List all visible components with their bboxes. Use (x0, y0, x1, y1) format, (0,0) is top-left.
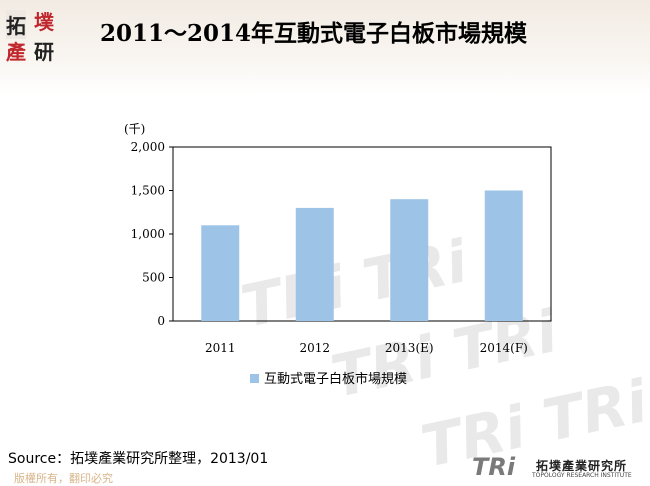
y-ticks: 0 500 1,000 1,500 2,000 (131, 140, 173, 328)
x-tick-label: 2011 (205, 341, 236, 355)
footer-logo-mark: TRi (472, 453, 516, 481)
footer-logo-english: TOPOLOGY RESEARCH INSTITUTE (532, 472, 632, 479)
y-tick-label: 1,000 (131, 227, 165, 241)
footer-logo-name: 拓墣產業研究所 (536, 459, 628, 473)
logo-char: 產 (6, 40, 26, 64)
bar-2014(F) (484, 190, 523, 321)
unit-label: (千) (124, 122, 145, 136)
x-tick-label: 2013(E) (385, 341, 434, 355)
legend-label: 互動式電子白板市場規模 (264, 371, 407, 387)
logo-char: 拓 (6, 10, 26, 39)
y-tick-label: 0 (157, 314, 165, 328)
y-tick-label: 2,000 (131, 140, 165, 154)
logo-char: 研 (34, 40, 54, 64)
x-tick-label: 2014(F) (480, 341, 528, 355)
bars (201, 190, 523, 321)
tri-logo: 拓 墣 產 研 (4, 4, 66, 64)
x-labels: 2011 2012 2013(E) 2014(F) (205, 341, 528, 355)
footer-logo: TRi 拓墣產業研究所 TOPOLOGY RESEARCH INSTITUTE (470, 453, 645, 485)
bar-2013(E) (390, 199, 429, 321)
page-title: 2011～2014年互動式電子白板市場規模 (100, 20, 528, 47)
legend-swatch (250, 374, 259, 383)
bar-2012 (295, 207, 334, 321)
logo-char: 墣 (34, 10, 54, 34)
x-tick-label: 2012 (299, 341, 330, 355)
y-tick-label: 500 (142, 271, 165, 285)
header-band (0, 0, 650, 95)
y-tick-label: 1,500 (131, 184, 165, 198)
source-note: Source：拓墣產業研究所整理，2013/01 (8, 451, 269, 467)
bar-2011 (201, 225, 240, 321)
copyright-note: 版權所有，翻印必究 (14, 472, 113, 485)
